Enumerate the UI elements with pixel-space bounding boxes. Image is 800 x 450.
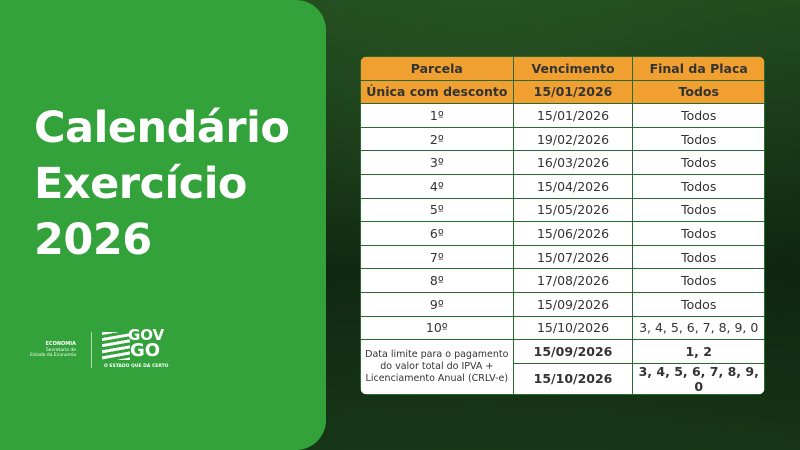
cell-placa: Todos xyxy=(632,244,765,270)
cell-placa: Todos xyxy=(632,126,765,152)
go-text: GO xyxy=(130,340,161,361)
cell-parcela: 7º xyxy=(360,244,514,270)
logo-divider xyxy=(91,332,92,368)
cell-placa: Todos xyxy=(632,291,765,317)
table-row-unica: Única com desconto 15/01/2026 Todos xyxy=(360,79,765,105)
cell-vencimento: 15/04/2026 xyxy=(512,173,634,199)
cell-vencimento: 17/08/2026 xyxy=(512,268,634,293)
economia-logo: ECONOMIA Secretaria de Estado da Economi… xyxy=(30,341,76,359)
cell-vencimento: 19/02/2026 xyxy=(512,126,634,152)
table-row: 3º 16/03/2026 Todos xyxy=(360,150,765,175)
header-vencimento: Vencimento xyxy=(512,56,634,81)
table-row: 7º 15/07/2026 Todos xyxy=(360,244,765,270)
cell-placa: Todos xyxy=(632,268,765,293)
flag-stripes-icon xyxy=(102,332,130,360)
table-row: 4º 15/04/2026 Todos xyxy=(360,173,765,199)
cell-vencimento: 15/09/2026 xyxy=(512,339,634,364)
title-line: 2026 xyxy=(34,215,152,265)
cell-parcela: 9º xyxy=(360,291,514,317)
table-row: 6º 15/06/2026 Todos xyxy=(360,221,765,246)
cell-vencimento: 15/05/2026 xyxy=(512,197,634,223)
cell-vencimento: 15/01/2026 xyxy=(512,79,634,105)
table-row: 8º 17/08/2026 Todos xyxy=(360,268,765,293)
table-row-limit: Data limite para o pagamento do valor to… xyxy=(360,339,765,395)
cell-parcela: 1º xyxy=(360,103,514,128)
cell-parcela: 3º xyxy=(360,150,514,175)
header-parcela: Parcela xyxy=(360,56,514,81)
header-final-placa: Final da Placa xyxy=(632,56,765,81)
title-panel: Calendário Exercício 2026 ECONOMIA Secre… xyxy=(0,0,326,450)
cell-parcela: 4º xyxy=(360,173,514,199)
cell-vencimento: 15/10/2026 xyxy=(512,315,634,341)
title-line: Calendário xyxy=(34,103,290,153)
slogan: O ESTADO QUE DÁ CERTO xyxy=(104,364,169,369)
gov-text: GOV xyxy=(128,326,165,344)
page-title: Calendário Exercício 2026 xyxy=(34,100,290,268)
cell-placa: 1, 2 xyxy=(632,339,765,364)
calendar-table: Parcela Vencimento Final da Placa Única … xyxy=(360,56,765,395)
cell-vencimento: 15/09/2026 xyxy=(512,291,634,317)
cell-placa: Todos xyxy=(632,197,765,223)
cell-vencimento: 15/07/2026 xyxy=(512,244,634,270)
title-line: Exercício xyxy=(34,159,247,209)
cell-vencimento: 16/03/2026 xyxy=(512,150,634,175)
cell-placa: Todos xyxy=(632,221,765,246)
cell-limit-label: Data limite para o pagamento do valor to… xyxy=(360,339,514,395)
table-row: 10º 15/10/2026 3, 4, 5, 6, 7, 8, 9, 0 xyxy=(360,315,765,341)
cell-placa: Todos xyxy=(632,150,765,175)
table-row: 5º 15/05/2026 Todos xyxy=(360,197,765,223)
economia-label: ECONOMIA xyxy=(45,341,76,347)
cell-parcela: 6º xyxy=(360,221,514,246)
cell-placa: Todos xyxy=(632,79,765,105)
table-row: 2º 19/02/2026 Todos xyxy=(360,126,765,152)
cell-vencimento: 15/01/2026 xyxy=(512,103,634,128)
cell-parcela: 10º xyxy=(360,315,514,341)
cell-placa: Todos xyxy=(632,103,765,128)
secretaria-label: Secretaria de Estado da Economia xyxy=(30,347,76,359)
cell-placa: Todos xyxy=(632,173,765,199)
table-row: 9º 15/09/2026 Todos xyxy=(360,291,765,317)
cell-parcela: 2º xyxy=(360,126,514,152)
cell-placa: 3, 4, 5, 6, 7, 8, 9, 0 xyxy=(632,362,765,395)
cell-placa: 3, 4, 5, 6, 7, 8, 9, 0 xyxy=(632,315,765,341)
table-row-limit: 15/10/2026 3, 4, 5, 6, 7, 8, 9, 0 xyxy=(361,362,765,395)
cell-vencimento: 15/10/2026 xyxy=(512,362,634,395)
cell-parcela: 8º xyxy=(360,268,514,293)
table-row: 1º 15/01/2026 Todos xyxy=(360,103,765,128)
cell-vencimento: 15/06/2026 xyxy=(512,221,634,246)
cell-parcela: Única com desconto xyxy=(360,79,514,105)
cell-parcela: 5º xyxy=(360,197,514,223)
